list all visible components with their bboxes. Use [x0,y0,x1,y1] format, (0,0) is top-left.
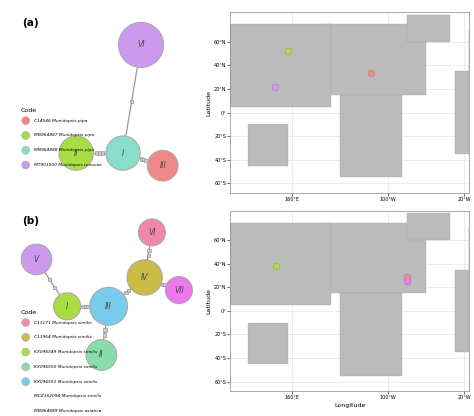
Bar [140,157,143,161]
Circle shape [22,363,30,371]
Circle shape [59,136,93,170]
Text: MN964889 Munidopsis asiatica: MN964889 Munidopsis asiatica [34,409,101,413]
Bar [144,159,147,162]
Circle shape [22,392,30,401]
Bar [147,249,151,252]
Text: II: II [99,351,104,359]
Bar [455,270,469,352]
Circle shape [22,146,30,154]
Circle shape [22,407,30,415]
Text: C13964 Munidopsis similis: C13964 Munidopsis similis [34,335,91,339]
Text: KX096551 Munidopsis similis: KX096551 Munidopsis similis [34,380,97,384]
Text: MN964887 Munidopsis pipa: MN964887 Munidopsis pipa [34,134,94,137]
Circle shape [22,333,30,341]
Bar [230,223,331,305]
Text: V: V [34,255,39,264]
Circle shape [22,116,30,125]
Bar [130,100,133,103]
Circle shape [165,277,192,304]
Bar [82,305,84,308]
Bar [86,305,89,308]
Text: C14546 Munidopsis pipa: C14546 Munidopsis pipa [34,119,87,123]
Bar [124,291,128,294]
Circle shape [138,219,165,246]
Text: C11171 Munidopsis similis: C11171 Munidopsis similis [34,321,91,324]
Bar [98,151,101,155]
Bar [407,213,450,240]
Text: MCZ162094 Munidopsis similis: MCZ162094 Munidopsis similis [34,394,101,399]
Bar [48,278,52,282]
Text: (b): (b) [22,216,39,226]
Text: VII: VII [174,286,184,295]
Text: Code: Code [20,310,36,315]
Text: III: III [159,161,166,170]
Text: MT901000 Munidopsis tenuiiae: MT901000 Munidopsis tenuiiae [34,163,102,167]
Bar [161,282,164,286]
Bar [340,95,402,178]
Bar [83,305,87,308]
Bar [101,151,104,155]
Text: KX096550 Munidopsis similis: KX096550 Munidopsis similis [34,365,97,369]
Text: VI: VI [148,228,155,237]
Bar [321,24,426,95]
Y-axis label: Latitude: Latitude [206,288,211,314]
Circle shape [22,348,30,356]
Text: I: I [66,302,68,311]
Circle shape [54,293,81,320]
Text: VI: VI [137,40,145,50]
Circle shape [22,319,30,327]
Bar [407,15,450,42]
Bar [142,158,146,161]
Text: MN964888 Munidopsis pipa: MN964888 Munidopsis pipa [34,148,94,152]
Text: Code: Code [20,108,36,113]
Bar [247,124,288,166]
Bar [103,328,107,332]
Bar [230,24,331,107]
Text: III: III [105,302,112,311]
Circle shape [106,136,140,170]
Circle shape [21,244,52,275]
Circle shape [22,131,30,139]
Bar [53,286,56,289]
Bar [321,223,426,293]
Circle shape [90,287,128,325]
Bar [163,283,166,287]
Text: II: II [74,149,78,158]
Bar [455,72,469,154]
Text: I: I [122,149,124,158]
Bar [146,254,150,257]
Circle shape [127,260,162,295]
Text: IV: IV [141,273,148,282]
Text: (a): (a) [22,18,39,28]
Circle shape [22,161,30,169]
X-axis label: Longitude: Longitude [334,403,365,408]
Bar [127,289,130,292]
Circle shape [118,22,164,67]
Bar [103,333,106,337]
Bar [95,151,98,155]
Bar [247,323,288,364]
Y-axis label: Latitude: Latitude [206,89,211,116]
Circle shape [86,339,117,370]
Text: KX096549 Munidopsis similis: KX096549 Munidopsis similis [34,350,97,354]
Circle shape [22,378,30,386]
Bar [340,293,402,376]
Circle shape [147,151,178,181]
